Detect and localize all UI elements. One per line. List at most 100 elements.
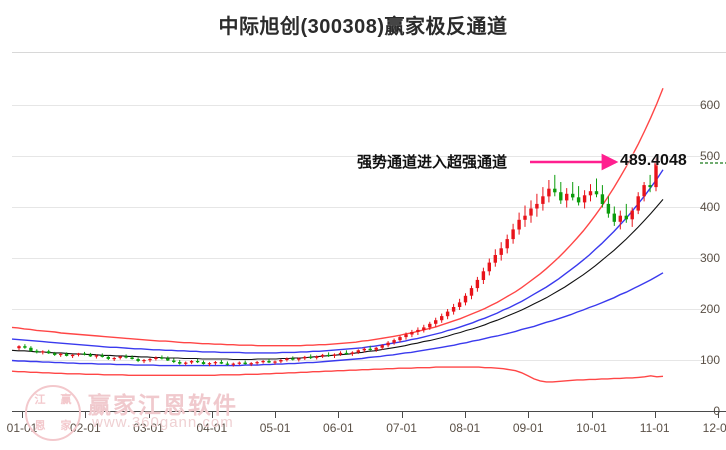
candlestick	[517, 212, 521, 235]
candlestick	[565, 188, 569, 208]
candlestick	[53, 351, 57, 356]
x-tick-label: 10-01	[576, 421, 607, 435]
candlestick	[64, 352, 69, 357]
candlestick	[571, 182, 575, 201]
candlestick	[172, 358, 176, 364]
y-tick-label: 0	[713, 404, 720, 418]
candlestick	[541, 187, 545, 211]
candlestick	[523, 205, 527, 227]
candlestick	[303, 355, 307, 360]
candlestick	[243, 360, 247, 365]
page-title: 中际旭创(300308)赢家极反通道	[218, 16, 508, 38]
candlestick	[267, 359, 271, 364]
candlestick	[94, 354, 99, 359]
candlestick	[374, 346, 378, 352]
candlestick	[529, 200, 533, 223]
candlestick	[178, 360, 182, 365]
candlestick	[511, 223, 515, 244]
watermark-logo-char: 家	[60, 419, 72, 432]
candlestick	[35, 349, 39, 354]
candlestick	[106, 355, 110, 360]
x-tick	[338, 411, 340, 418]
candlestick	[315, 355, 319, 360]
candlestick	[148, 358, 152, 363]
gridline	[12, 308, 714, 310]
candlestick	[451, 303, 456, 315]
candlestick	[422, 324, 426, 333]
candlestick	[88, 352, 93, 357]
x-tick	[211, 411, 213, 418]
lower-outer-channel	[11, 366, 664, 383]
candlestick	[219, 360, 224, 365]
upper-inner-channel	[11, 169, 664, 354]
gridline	[12, 155, 714, 157]
candlestick	[475, 276, 480, 292]
gridline	[12, 359, 714, 361]
watermark-logo-char: 恩	[34, 419, 46, 432]
candlestick	[606, 196, 611, 218]
candlestick	[362, 347, 366, 353]
x-tick-label: 06-01	[323, 421, 354, 435]
candlestick	[624, 203, 628, 223]
x-tick	[85, 411, 87, 418]
candlestick	[136, 357, 140, 363]
x-tick-label: 03-01	[133, 421, 164, 435]
x-tick-label: 08-01	[449, 421, 481, 435]
candlestick	[309, 354, 313, 359]
candlestick	[588, 184, 593, 202]
candlestick	[195, 359, 200, 364]
x-tick	[464, 411, 466, 418]
x-tick	[22, 411, 23, 418]
candlestick	[559, 182, 563, 204]
candlestick	[350, 351, 355, 356]
x-tick-label: 11-01	[639, 421, 670, 435]
candlestick	[297, 357, 301, 362]
gridline	[12, 206, 714, 208]
candlestick	[487, 258, 491, 276]
watermark-logo-char: 赢	[60, 393, 72, 406]
plot-top-border	[12, 52, 726, 53]
candlestick	[326, 352, 331, 357]
candlestick	[59, 352, 63, 357]
candlestick	[189, 360, 194, 365]
last-price-label: 489.4048	[620, 152, 687, 169]
y-tick-label: 500	[699, 148, 720, 163]
candlestick	[576, 186, 581, 206]
candlestick	[636, 192, 640, 215]
candlestick	[594, 178, 599, 198]
y-tick-label: 300	[699, 250, 720, 265]
x-tick-label: 05-01	[259, 421, 291, 435]
x-tick-label: 09-01	[512, 421, 544, 435]
candlestick	[291, 356, 295, 361]
candlestick	[553, 174, 557, 197]
candlestick	[481, 267, 486, 284]
candlestick	[255, 361, 259, 365]
candlestick	[160, 355, 164, 360]
candlestick	[166, 356, 170, 361]
candlestick	[124, 354, 128, 359]
candlestick	[582, 190, 587, 209]
candlestick	[41, 350, 45, 355]
x-tick	[528, 411, 530, 418]
candlestick	[285, 357, 289, 362]
candlestick	[434, 317, 438, 327]
x-tick	[401, 411, 403, 418]
candlestick	[440, 313, 444, 323]
candlestick	[231, 362, 235, 367]
candlestick	[130, 355, 134, 360]
candlestick	[499, 242, 503, 261]
gridline	[12, 104, 714, 106]
x-tick	[591, 411, 593, 418]
x-tick	[275, 411, 277, 418]
watermark-url: www.360gann.com	[92, 414, 234, 431]
upper-outer-channel	[11, 87, 664, 347]
candlestick	[23, 344, 27, 349]
candlestick	[70, 353, 75, 358]
candlestick	[17, 345, 21, 351]
candlestick	[457, 298, 462, 310]
candlestick	[279, 359, 283, 364]
candlestick	[213, 361, 218, 366]
candlestick	[600, 185, 605, 208]
